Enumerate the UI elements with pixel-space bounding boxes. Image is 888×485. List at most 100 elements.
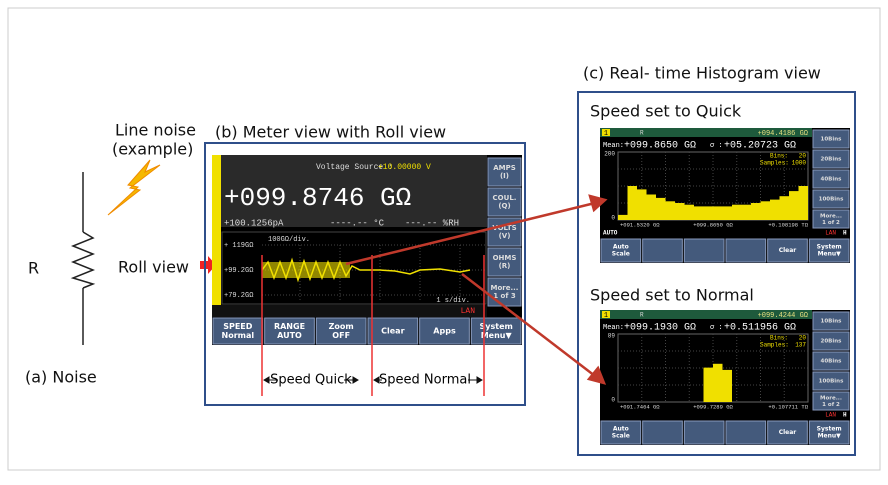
button-label: Auto [613, 244, 629, 251]
histogram-bar [732, 205, 742, 220]
button-label: Zoom [329, 322, 354, 331]
meter-title: (b) Meter view with Roll view [215, 123, 446, 142]
button-label: More... [820, 395, 842, 401]
histogram-bar [628, 186, 638, 220]
histogram-screen-title: Speed set to Quick [590, 102, 742, 121]
roll-y-label: +79.2GΩ [224, 292, 253, 300]
blank-button [726, 421, 766, 444]
histogram-bar [656, 198, 666, 220]
histogram-bar [666, 201, 676, 220]
histogram-bar [618, 215, 628, 220]
button-label: (R) [499, 262, 511, 270]
histogram-bar [780, 196, 790, 220]
button-label: OFF [332, 331, 350, 340]
sigma: +05.20723 GΩ [724, 141, 796, 152]
histogram-bar [637, 189, 647, 220]
bins-label: Bins: [770, 153, 788, 160]
button-label: COUL. [493, 194, 517, 202]
button-label: OHMS [493, 254, 517, 262]
mean-label: Mean: [603, 142, 624, 150]
sigma: +0.511956 GΩ [724, 323, 796, 334]
samples-label: Samples: [760, 342, 789, 349]
histogram-bar [685, 205, 695, 220]
button-label: (Q) [498, 202, 510, 210]
samples: 137 [795, 342, 806, 349]
button-label: 10Bins [821, 319, 843, 325]
button-label: SPEED [223, 322, 253, 331]
histogram-bar [799, 186, 809, 220]
speed-normal-label: Speed Normal [379, 373, 471, 388]
bins-label: Bins: [770, 335, 788, 342]
histogram-bar [647, 195, 657, 221]
reading: +094.4186 GΩ [758, 130, 808, 138]
button-label: Clear [779, 429, 797, 436]
button-label: 40Bins [821, 177, 843, 183]
histogram-bar [713, 364, 723, 402]
histogram-screen-title: Speed set to Normal [590, 286, 754, 305]
button-label: Scale [612, 251, 630, 258]
histogram-bar [704, 206, 714, 220]
samples: 1000 [792, 160, 807, 167]
mean-label: Mean: [603, 324, 624, 332]
roll-view-label: Roll view [118, 258, 189, 277]
resistor-label: R [28, 259, 39, 278]
histogram-bar [751, 203, 761, 220]
blank-button [684, 239, 724, 262]
y-min: 0 [611, 397, 615, 404]
reading: +099.4244 GΩ [758, 312, 808, 320]
button-label: More... [491, 284, 519, 292]
histogram-bar [694, 206, 704, 220]
button-label: RANGE [274, 322, 305, 331]
button-label: Clear [381, 327, 404, 336]
meter-screen: Voltage Source : +10.00000 V +099.8746 G… [212, 155, 522, 345]
button-label: 40Bins [821, 359, 843, 365]
button-label: Apps [433, 327, 456, 336]
y-min: 0 [611, 215, 615, 222]
meter-reading: +099.8746 GΩ [224, 183, 411, 213]
roll-y-label: + 119GΩ [224, 242, 253, 250]
histogram-title: (c) Real- time Histogram view [583, 64, 821, 83]
button-label: AMPS [493, 164, 516, 172]
button-label: Auto [613, 426, 629, 433]
x-label: +0.108198 TΩ [768, 221, 808, 228]
roll-waveform-fill [262, 262, 350, 278]
function: R [640, 312, 644, 319]
index: 1 [604, 130, 608, 138]
button-label: 1 of 3 [493, 292, 516, 300]
button-label: System [817, 426, 842, 433]
histogram-bar [704, 368, 714, 402]
button-label: (I) [500, 172, 509, 180]
histogram-bar [770, 200, 780, 220]
x-label: +099.8650 GΩ [693, 221, 733, 228]
button-label: Menu▼ [481, 331, 513, 340]
page: Line noise (example) R Roll view (a) Noi… [0, 0, 888, 485]
lan-status: LAN [825, 412, 836, 419]
speed-quick-label: Speed Quick [270, 373, 352, 388]
histogram-bar [713, 206, 723, 220]
line-noise-label: (example) [112, 140, 193, 159]
current-reading: +100.1256pA [224, 218, 284, 228]
humidity: ---.-- %RH [405, 218, 459, 228]
mean: +099.8650 GΩ [624, 141, 696, 152]
button-label: Menu▼ [818, 251, 842, 258]
histogram-bar [789, 191, 799, 220]
y-max: 200 [604, 151, 615, 158]
lan-status: LAN [825, 230, 836, 237]
circuit [73, 172, 93, 345]
histogram-screen: 1R+099.4244 GΩMean:+099.1930 GΩσ :+0.511… [600, 310, 850, 445]
histogram-bar [761, 201, 771, 220]
button-label: 100Bins [819, 197, 844, 203]
sigma-label: σ : [710, 324, 723, 332]
blank-button [643, 421, 683, 444]
status: H [843, 230, 847, 237]
button-label: 10Bins [821, 137, 843, 143]
mean: +099.1930 GΩ [624, 323, 696, 334]
button-label: 20Bins [821, 157, 843, 163]
blank-button [643, 239, 683, 262]
button-label: 100Bins [819, 379, 844, 385]
histogram-bar [675, 203, 685, 220]
button-label: (V) [499, 232, 511, 240]
lightning-icon [108, 160, 160, 215]
function: R [640, 130, 644, 137]
